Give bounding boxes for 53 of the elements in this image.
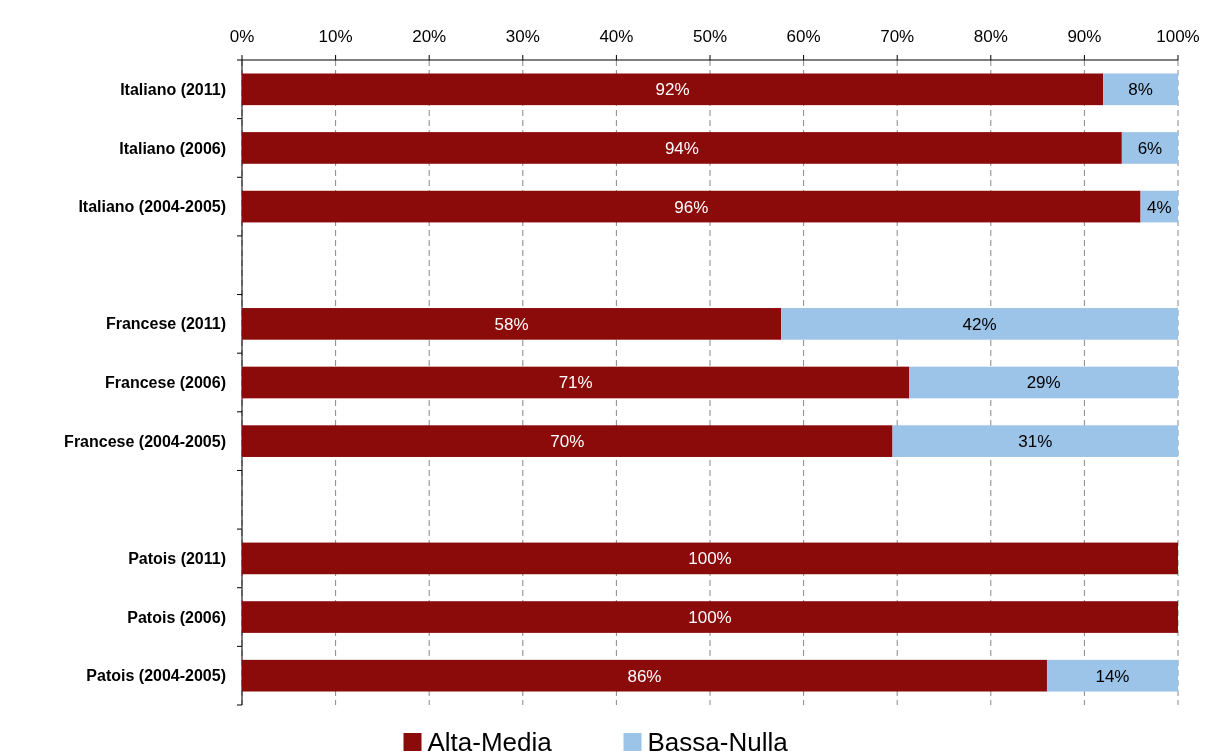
data-label: 4% xyxy=(1146,197,1172,217)
data-label: 58% xyxy=(494,314,529,334)
bar xyxy=(242,542,1178,575)
legend-label: Bassa-Nulla xyxy=(647,727,789,755)
y-tick-label: Francese (2004-2005) xyxy=(64,432,226,450)
x-tick-label: 20% xyxy=(412,26,447,46)
data-label: 92% xyxy=(655,80,690,100)
data-label: 14% xyxy=(1095,666,1130,686)
bar xyxy=(1046,659,1178,692)
y-tick-label: Italiano (2006) xyxy=(119,139,226,157)
data-label: 96% xyxy=(674,197,709,217)
legend-label: Alta-Media xyxy=(427,727,553,755)
bar xyxy=(892,425,1178,457)
y-tick-label: Patois (2006) xyxy=(127,608,226,626)
y-tick-label: Italiano (2004-2005) xyxy=(78,198,226,216)
data-label: 31% xyxy=(1018,432,1053,452)
bar xyxy=(1121,132,1178,164)
bar xyxy=(242,73,1104,106)
data-label: 100% xyxy=(688,549,732,569)
x-tick-label: 40% xyxy=(599,26,634,46)
data-label: 71% xyxy=(558,373,593,393)
x-tick-label: 70% xyxy=(880,26,915,46)
bar xyxy=(781,308,1178,340)
bar xyxy=(242,308,782,340)
data-label: 29% xyxy=(1026,373,1061,393)
bar xyxy=(242,366,910,399)
data-label: 8% xyxy=(1128,80,1153,100)
x-tick-label: 0% xyxy=(229,26,255,46)
x-tick-label: 50% xyxy=(692,26,728,46)
x-tick-label: 80% xyxy=(973,26,1008,46)
data-label: 100% xyxy=(688,608,732,627)
x-tick-label: 60% xyxy=(786,26,821,46)
x-tick-label: 100% xyxy=(1156,26,1200,46)
data-label: 86% xyxy=(627,666,662,686)
y-tick-label: Patois (2004-2005) xyxy=(86,667,226,685)
data-label: 6% xyxy=(1137,138,1163,158)
bar xyxy=(242,190,1141,223)
data-label: 42% xyxy=(962,314,997,334)
bar xyxy=(242,659,1047,692)
bar xyxy=(909,366,1178,399)
y-tick-label: Italiano (2011) xyxy=(120,80,226,98)
x-tick-label: 90% xyxy=(1067,26,1102,46)
bar xyxy=(242,132,1122,164)
data-label: 70% xyxy=(550,432,585,452)
y-tick-label: Patois (2011) xyxy=(128,550,226,568)
x-tick-label: 30% xyxy=(505,26,540,46)
data-label: 94% xyxy=(664,138,699,158)
y-tick-label: Francese (2006) xyxy=(105,374,226,392)
bar xyxy=(242,425,893,457)
y-tick-label: Francese (2011) xyxy=(105,315,226,333)
bar xyxy=(1103,73,1178,106)
x-tick-label: 10% xyxy=(318,26,353,46)
bar xyxy=(242,601,1178,633)
